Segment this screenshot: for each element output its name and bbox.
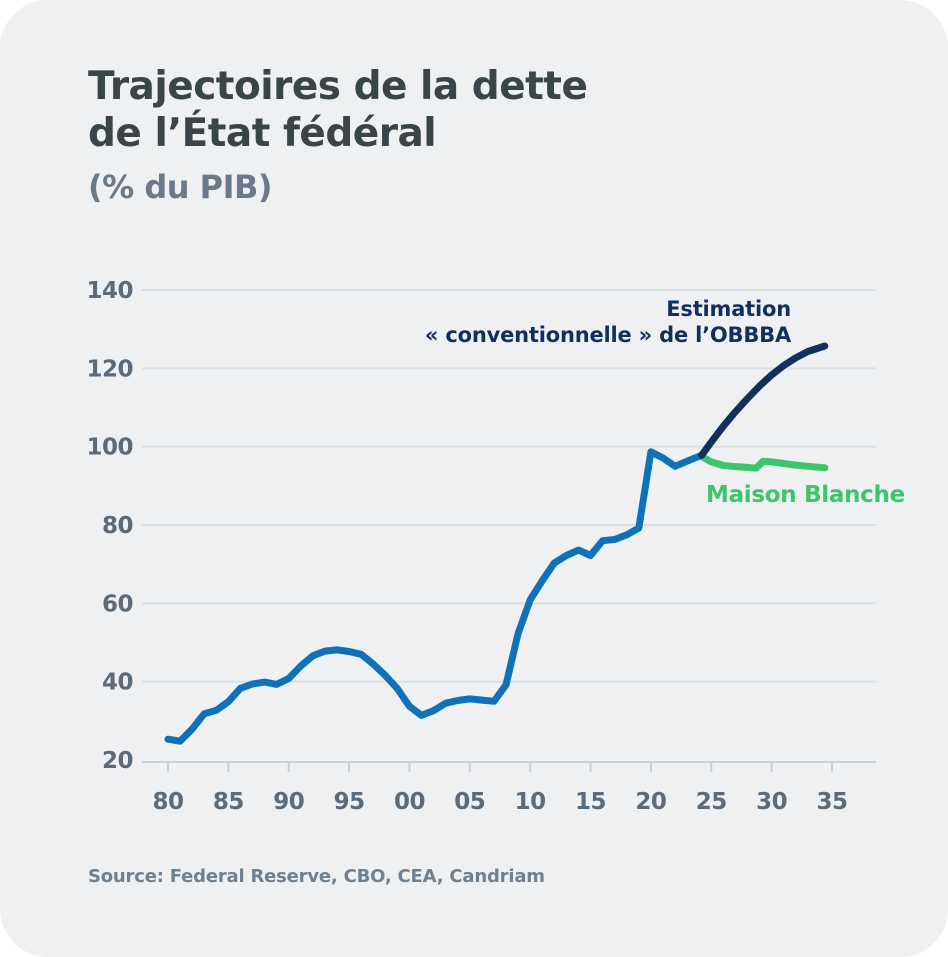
x-tick-label-00: 00 — [394, 789, 425, 815]
x-tick-label-25: 25 — [696, 789, 727, 815]
x-tick-label-90: 90 — [273, 789, 304, 815]
x-tick-label-35: 35 — [816, 789, 847, 815]
y-tick-label-40: 40 — [102, 670, 133, 696]
x-tick-label-80: 80 — [152, 789, 183, 815]
y-tick-label-60: 60 — [102, 591, 133, 617]
chart-subtitle: (% du PIB) — [88, 167, 273, 206]
y-tick-label-100: 100 — [86, 435, 133, 461]
x-tick-label-15: 15 — [575, 789, 606, 815]
obbba-annotation: Estimation « conventionnelle » de l’OBBB… — [424, 297, 791, 348]
x-tick-label-85: 85 — [213, 789, 244, 815]
maison-blanche-label: Maison Blanche — [706, 482, 905, 508]
x-tick-label-30: 30 — [756, 789, 787, 815]
x-tick-label-05: 05 — [454, 789, 485, 815]
y-tick-label-20: 20 — [102, 748, 133, 774]
y-tick-label-140: 140 — [86, 278, 133, 304]
obbba-estimate-line — [698, 342, 829, 459]
x-tick-label-10: 10 — [515, 789, 546, 815]
y-tick-label-80: 80 — [102, 513, 133, 539]
x-tick-label-95: 95 — [334, 789, 365, 815]
y-tick-label-120: 120 — [86, 356, 133, 382]
historical-debt-line — [164, 448, 706, 745]
maison-blanche-line — [699, 453, 829, 472]
x-tick-label-20: 20 — [635, 789, 666, 815]
title-block: Trajectoires de la dette de l’État fédér… — [88, 64, 588, 206]
chart-title: Trajectoires de la dette de l’État fédér… — [88, 64, 588, 156]
source-note: Source: Federal Reserve, CBO, CEA, Candr… — [88, 866, 545, 887]
